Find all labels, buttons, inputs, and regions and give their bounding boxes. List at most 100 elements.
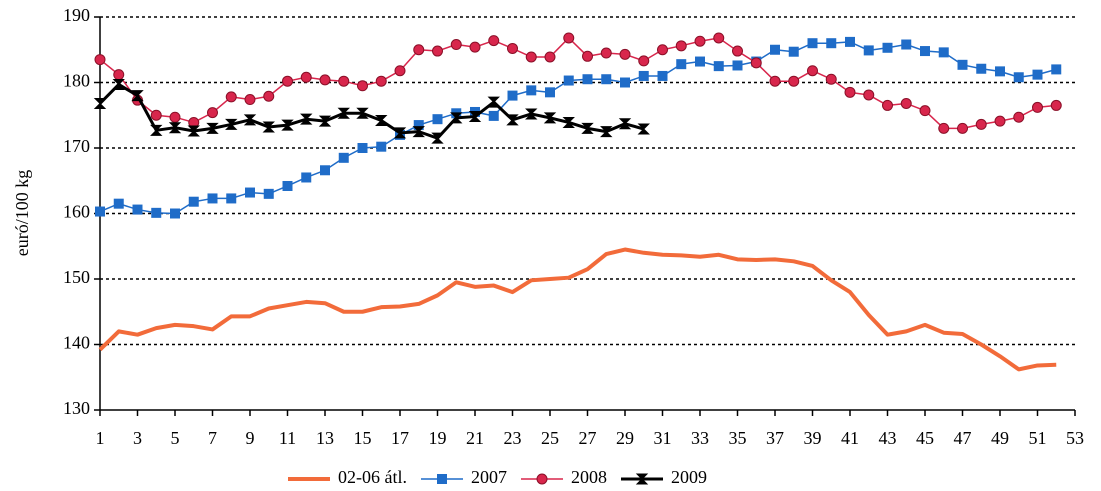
marker — [93, 97, 107, 109]
marker — [807, 38, 818, 49]
marker — [563, 75, 574, 86]
marker — [281, 119, 294, 131]
x-tick-label: 7 — [208, 428, 217, 448]
marker — [637, 123, 650, 135]
marker — [432, 45, 443, 57]
marker — [376, 141, 387, 152]
marker — [150, 124, 163, 136]
legend-label: 2008 — [571, 467, 607, 487]
marker — [225, 91, 237, 103]
marker — [788, 46, 799, 57]
marker — [536, 473, 548, 485]
marker — [263, 188, 274, 199]
marker — [1050, 99, 1062, 111]
x-tick-label: 1 — [96, 428, 105, 448]
marker — [375, 75, 387, 87]
marker — [994, 115, 1006, 127]
marker — [468, 111, 482, 123]
marker — [732, 60, 743, 71]
marker — [187, 125, 200, 137]
marker — [226, 193, 237, 204]
marker — [1051, 64, 1062, 75]
marker — [544, 51, 556, 63]
y-tick-label: 140 — [63, 333, 90, 353]
marker — [318, 115, 332, 127]
marker — [338, 152, 349, 163]
marker — [262, 121, 275, 133]
marker — [469, 41, 481, 53]
marker — [863, 89, 875, 101]
marker — [600, 47, 612, 59]
marker — [882, 42, 893, 53]
series-line — [99, 41, 1057, 215]
marker — [263, 90, 275, 102]
marker — [412, 126, 425, 138]
x-tick-label: 35 — [729, 428, 747, 448]
marker — [113, 69, 125, 81]
marker — [319, 74, 331, 86]
marker — [562, 116, 575, 128]
marker — [694, 35, 706, 47]
marker — [300, 71, 312, 83]
marker — [957, 122, 968, 134]
x-tick-label: 11 — [279, 428, 296, 448]
marker — [413, 120, 424, 131]
series-line — [99, 37, 1057, 130]
marker — [620, 77, 630, 88]
marker — [282, 180, 293, 191]
x-tick-label: 15 — [354, 428, 372, 448]
marker — [919, 105, 931, 117]
marker — [619, 48, 631, 60]
marker — [207, 193, 218, 204]
marker — [112, 78, 125, 90]
marker — [750, 57, 762, 69]
x-tick-label: 21 — [466, 428, 484, 448]
marker — [188, 196, 199, 207]
y-tick-label: 160 — [63, 202, 90, 222]
marker — [525, 51, 537, 63]
marker — [900, 97, 912, 109]
marker — [357, 80, 368, 92]
series-line — [98, 82, 645, 140]
marker — [600, 126, 613, 138]
x-tick-label: 27 — [579, 428, 597, 448]
marker — [638, 70, 649, 81]
marker — [507, 42, 518, 54]
marker — [300, 113, 313, 125]
x-tick-label: 37 — [766, 428, 784, 448]
marker — [957, 59, 968, 70]
marker — [713, 61, 724, 72]
marker — [676, 59, 687, 70]
marker — [938, 122, 950, 134]
marker — [545, 87, 555, 98]
marker — [207, 107, 218, 119]
marker — [94, 54, 106, 66]
marker — [845, 36, 855, 47]
marker — [243, 114, 257, 126]
marker — [168, 122, 182, 134]
x-tick-label: 49 — [991, 428, 1009, 448]
marker — [356, 107, 369, 119]
marker — [507, 90, 518, 101]
marker — [450, 39, 462, 51]
marker — [543, 112, 557, 124]
marker — [582, 74, 593, 85]
y-tick-label: 180 — [63, 71, 90, 91]
marker — [169, 111, 181, 123]
marker — [206, 122, 219, 134]
marker — [95, 206, 105, 217]
marker — [487, 96, 500, 108]
marker — [131, 90, 144, 102]
x-tick-label: 47 — [954, 428, 972, 448]
x-tick-label: 43 — [879, 428, 897, 448]
x-tick-label: 45 — [916, 428, 934, 448]
marker — [337, 107, 350, 119]
marker — [582, 50, 593, 62]
marker — [1013, 72, 1024, 83]
x-tick-label: 53 — [1066, 428, 1084, 448]
marker — [488, 110, 499, 121]
marker — [581, 122, 594, 134]
marker — [882, 99, 893, 111]
marker — [618, 118, 632, 130]
